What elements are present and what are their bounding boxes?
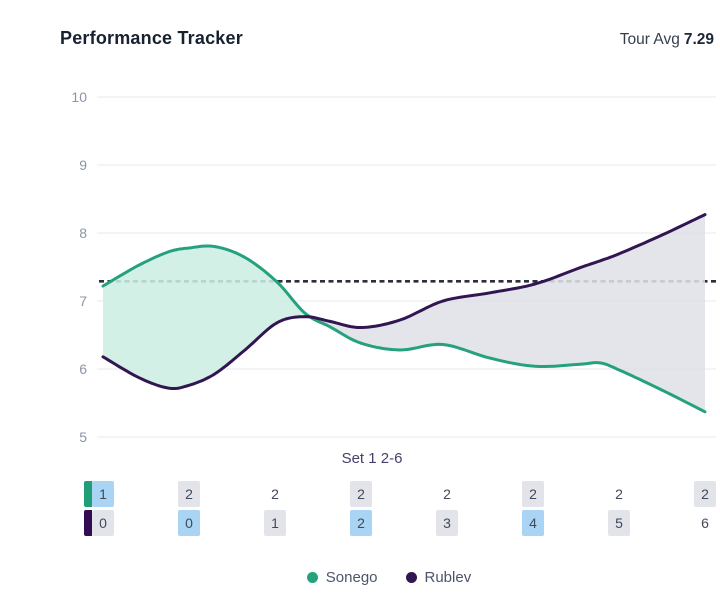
x-axis-set-label: Set 1 2-6 — [341, 450, 403, 467]
score-cell-sonego-game6[interactable]: 2 — [522, 481, 544, 507]
player-marker-sonego — [84, 481, 92, 507]
tour-avg-label: Tour Avg — [619, 31, 680, 48]
score-cell-rublev-game7[interactable]: 5 — [608, 510, 630, 536]
score-cell-rublev-game2[interactable]: 0 — [178, 510, 200, 536]
player-marker-rublev — [84, 510, 92, 536]
chart-header: Performance Tracker Tour Avg 7.29 — [60, 28, 714, 49]
score-cell-rublev-game3[interactable]: 1 — [264, 510, 286, 536]
page-title: Performance Tracker — [60, 28, 243, 48]
score-cell-rublev-game8[interactable]: 6 — [701, 515, 709, 531]
tour-avg: Tour Avg 7.29 — [620, 31, 714, 49]
y-tick-label: 6 — [79, 361, 87, 377]
sonego-line — [101, 244, 707, 414]
rublev-lead-area — [310, 214, 705, 412]
score-cell-sonego-game7[interactable]: 2 — [615, 486, 623, 502]
legend-item-rublev[interactable]: Rublev — [405, 569, 472, 586]
scoreboard: 1 2 2 2 2 2 2 2 0 0 1 2 3 4 5 6 — [0, 481, 720, 541]
legend-item-sonego[interactable]: Sonego — [306, 569, 378, 586]
score-cell-rublev-game4[interactable]: 2 — [350, 510, 372, 536]
score-cell-rublev-game1[interactable]: 0 — [92, 510, 114, 536]
performance-chart[interactable]: 10 9 8 7 6 5 — [0, 0, 720, 470]
score-cell-rublev-game6[interactable]: 4 — [522, 510, 544, 536]
rublev-legend-dot — [405, 572, 417, 583]
y-tick-label: 8 — [79, 225, 87, 241]
chart-legend: Sonego Rublev — [58, 569, 720, 586]
score-cell-rublev-game5[interactable]: 3 — [436, 510, 458, 536]
score-cell-sonego-game2[interactable]: 2 — [178, 481, 200, 507]
sonego-lead-area — [103, 246, 311, 389]
score-cell-sonego-game3[interactable]: 2 — [271, 486, 279, 502]
y-tick-label: 5 — [79, 429, 87, 445]
y-tick-label: 7 — [79, 293, 87, 309]
y-tick-label: 9 — [79, 157, 87, 173]
score-cell-sonego-game8[interactable]: 2 — [694, 481, 716, 507]
y-tick-label: 10 — [71, 89, 87, 105]
tour-avg-value: 7.29 — [683, 31, 714, 48]
score-cell-sonego-game4[interactable]: 2 — [350, 481, 372, 507]
rublev-legend-label: Rublev — [424, 569, 472, 586]
rublev-line — [101, 213, 707, 390]
sonego-legend-label: Sonego — [325, 569, 378, 586]
sonego-legend-dot — [306, 572, 318, 583]
score-cell-sonego-game5[interactable]: 2 — [443, 486, 451, 502]
score-cell-sonego-game1[interactable]: 1 — [92, 481, 114, 507]
